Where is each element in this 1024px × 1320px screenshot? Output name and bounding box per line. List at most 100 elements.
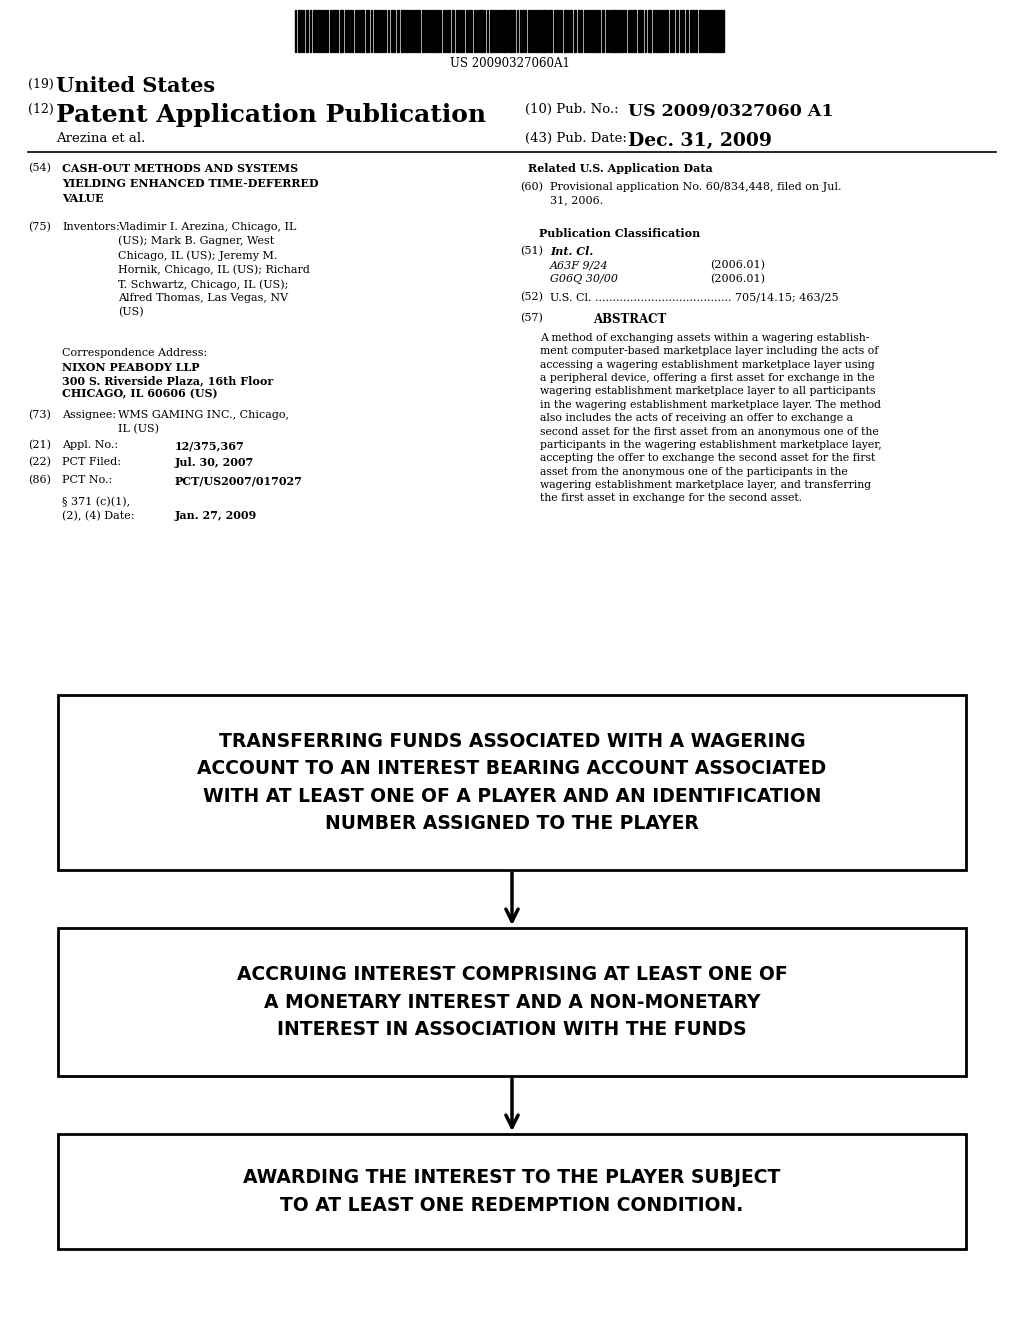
Text: Correspondence Address:: Correspondence Address:: [62, 348, 207, 358]
Text: 300 S. Riverside Plaza, 16th Floor: 300 S. Riverside Plaza, 16th Floor: [62, 375, 273, 385]
Bar: [570, 11, 572, 51]
Bar: [58, 696, 966, 870]
Bar: [720, 11, 722, 51]
Bar: [361, 11, 364, 51]
Bar: [406, 11, 408, 51]
Text: Related U.S. Application Data: Related U.S. Application Data: [527, 162, 713, 174]
Bar: [58, 928, 966, 1076]
Text: Int. Cl.: Int. Cl.: [550, 246, 593, 257]
Text: A63F 9/24: A63F 9/24: [550, 260, 608, 271]
Bar: [593, 11, 595, 51]
Bar: [574, 11, 575, 51]
Bar: [401, 11, 403, 51]
Bar: [617, 11, 618, 51]
Bar: [366, 11, 369, 51]
Bar: [480, 11, 483, 51]
Bar: [712, 11, 714, 51]
Bar: [416, 11, 418, 51]
Bar: [648, 11, 651, 51]
Bar: [397, 11, 399, 51]
Text: § 371 (c)(1),
(2), (4) Date:: § 371 (c)(1), (2), (4) Date:: [62, 498, 134, 521]
Bar: [313, 11, 315, 51]
Text: Jan. 27, 2009: Jan. 27, 2009: [175, 510, 257, 521]
Bar: [532, 11, 534, 51]
Text: (54): (54): [28, 162, 51, 173]
Bar: [549, 11, 552, 51]
Bar: [717, 11, 719, 51]
Bar: [509, 11, 512, 51]
Bar: [470, 11, 472, 51]
Bar: [602, 11, 604, 51]
Bar: [578, 11, 580, 51]
Bar: [596, 11, 598, 51]
Text: (2006.01): (2006.01): [710, 260, 765, 271]
Bar: [462, 11, 464, 51]
Bar: [456, 11, 458, 51]
Bar: [564, 11, 567, 51]
Bar: [498, 11, 500, 51]
Bar: [556, 11, 558, 51]
Text: Inventors:: Inventors:: [62, 222, 120, 232]
Bar: [676, 11, 678, 51]
Bar: [347, 11, 349, 51]
Bar: [537, 11, 539, 51]
Bar: [699, 11, 701, 51]
Bar: [543, 11, 546, 51]
Text: ACCRUING INTEREST COMPRISING AT LEAST ONE OF
A MONETARY INTEREST AND A NON-MONET: ACCRUING INTEREST COMPRISING AT LEAST ON…: [237, 965, 787, 1039]
Bar: [306, 11, 308, 51]
Bar: [422, 11, 424, 51]
Text: AWARDING THE INTEREST TO THE PLAYER SUBJECT
TO AT LEAST ONE REDEMPTION CONDITION: AWARDING THE INTEREST TO THE PLAYER SUBJ…: [244, 1168, 780, 1214]
Bar: [613, 11, 616, 51]
Bar: [425, 11, 427, 51]
Bar: [391, 11, 393, 51]
Text: ABSTRACT: ABSTRACT: [593, 313, 667, 326]
Bar: [340, 11, 343, 51]
Bar: [692, 11, 694, 51]
Text: CHICAGO, IL 60606 (US): CHICAGO, IL 60606 (US): [62, 388, 218, 399]
Text: Publication Classification: Publication Classification: [540, 228, 700, 239]
Text: United States: United States: [56, 77, 215, 96]
Bar: [413, 11, 415, 51]
Bar: [638, 11, 641, 51]
Text: PCT Filed:: PCT Filed:: [62, 457, 121, 467]
Text: (51): (51): [520, 246, 543, 256]
Bar: [334, 11, 336, 51]
Bar: [522, 11, 524, 51]
Bar: [682, 11, 684, 51]
Bar: [436, 11, 439, 51]
Text: (60): (60): [520, 182, 543, 193]
Text: (10) Pub. No.:: (10) Pub. No.:: [525, 103, 618, 116]
Bar: [695, 11, 697, 51]
Text: Arezina et al.: Arezina et al.: [56, 132, 145, 145]
Text: Assignee:: Assignee:: [62, 411, 116, 420]
Bar: [447, 11, 450, 51]
Text: PCT No.:: PCT No.:: [62, 475, 113, 484]
Text: (12): (12): [28, 103, 53, 116]
Text: (21): (21): [28, 440, 51, 450]
Bar: [686, 11, 688, 51]
Bar: [672, 11, 674, 51]
Bar: [655, 11, 657, 51]
Bar: [380, 11, 382, 51]
Text: (57): (57): [520, 313, 543, 323]
Bar: [459, 11, 461, 51]
Bar: [452, 11, 454, 51]
Text: Patent Application Publication: Patent Application Publication: [56, 103, 486, 127]
Text: 12/375,367: 12/375,367: [175, 440, 245, 451]
Text: Provisional application No. 60/834,448, filed on Jul.
31, 2006.: Provisional application No. 60/834,448, …: [550, 182, 842, 206]
Bar: [513, 11, 515, 51]
Text: (73): (73): [28, 411, 51, 420]
Text: (43) Pub. Date:: (43) Pub. Date:: [525, 132, 627, 145]
Text: Dec. 31, 2009: Dec. 31, 2009: [628, 132, 772, 150]
Bar: [540, 11, 542, 51]
Text: A method of exchanging assets within a wagering establish-
ment computer-based m: A method of exchanging assets within a w…: [540, 333, 882, 503]
Text: CASH-OUT METHODS AND SYSTEMS
YIELDING ENHANCED TIME-DEFERRED
VALUE: CASH-OUT METHODS AND SYSTEMS YIELDING EN…: [62, 162, 318, 205]
Text: (52): (52): [520, 292, 543, 302]
Text: PCT/US2007/017027: PCT/US2007/017027: [175, 475, 303, 486]
Bar: [660, 11, 663, 51]
Text: (19): (19): [28, 78, 53, 91]
Text: (22): (22): [28, 457, 51, 467]
Bar: [633, 11, 636, 51]
Bar: [503, 11, 506, 51]
Bar: [606, 11, 608, 51]
